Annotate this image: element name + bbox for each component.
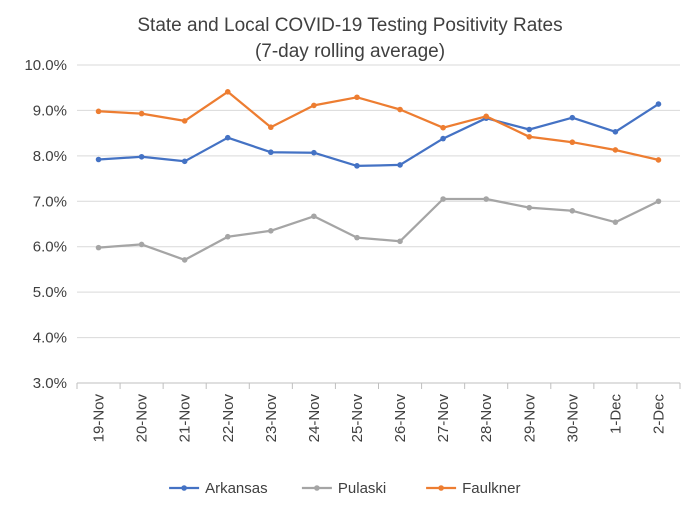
data-point-pulaski — [440, 196, 446, 202]
data-point-faulkner — [268, 124, 274, 131]
x-tick-label: 26-Nov — [392, 394, 409, 443]
y-tick-label: 3.0% — [33, 375, 67, 392]
y-tick-label: 5.0% — [33, 284, 67, 301]
data-point-faulkner — [224, 89, 231, 95]
data-point-faulkner — [612, 147, 619, 153]
legend-label-arkansas: Arkansas — [205, 480, 268, 497]
data-point-arkansas — [440, 135, 446, 142]
x-tick-label: 29-Nov — [521, 394, 538, 443]
data-point-faulkner — [483, 113, 489, 120]
x-tick-label: 24-Nov — [306, 394, 323, 443]
x-tick-label: 28-Nov — [478, 394, 495, 443]
x-tick-label: 21-Nov — [177, 394, 194, 443]
chart-subtitle: (7-day rolling average) — [255, 41, 445, 62]
data-point-faulkner — [569, 139, 576, 146]
y-tick-label: 7.0% — [33, 193, 67, 210]
data-point-arkansas — [311, 149, 317, 156]
data-point-pulaski — [311, 213, 317, 220]
legend-marker-pulaski — [314, 485, 320, 491]
legend-item-pulaski: Pulaski — [301, 480, 386, 497]
data-point-pulaski — [397, 238, 403, 245]
series-line-faulkner — [97, 90, 660, 162]
data-point-faulkner — [311, 102, 317, 109]
data-point-arkansas — [612, 128, 619, 135]
chart-title: State and Local COVID-19 Testing Positiv… — [137, 15, 562, 36]
x-tick-label: 25-Nov — [349, 394, 366, 443]
legend-marker-faulkner — [438, 485, 444, 491]
series-group — [95, 89, 662, 263]
data-point-pulaski — [138, 241, 145, 248]
series-line-pulaski — [97, 197, 660, 262]
y-axis: 3.0% 4.0% 5.0% 6.0% 7.0% 8.0% 9.0% 10.0% — [24, 57, 67, 392]
data-point-faulkner — [95, 108, 102, 115]
legend-item-arkansas: Arkansas — [169, 480, 268, 497]
x-axis: 19-Nov 20-Nov 21-Nov 22-Nov 23-Nov 24-Nov 25-N… — [76, 382, 681, 443]
data-point-faulkner — [397, 106, 403, 113]
legend: Arkansas Pulaski Faulkner — [169, 480, 520, 497]
data-point-faulkner — [655, 157, 662, 163]
y-tick-label: 10.0% — [24, 57, 67, 74]
x-tick-label: 19-Nov — [91, 394, 108, 443]
data-point-pulaski — [181, 257, 188, 263]
data-point-arkansas — [655, 101, 662, 107]
data-point-pulaski — [354, 234, 360, 241]
x-tick-label: 1-Dec — [607, 394, 624, 435]
data-point-pulaski — [655, 198, 662, 205]
data-point-pulaski — [95, 244, 102, 251]
data-point-pulaski — [569, 208, 576, 214]
x-tick-label: 30-Nov — [564, 394, 581, 443]
data-point-pulaski — [526, 204, 533, 211]
x-tick-label: 22-Nov — [220, 394, 237, 443]
data-point-faulkner — [138, 110, 145, 117]
y-tick-label: 9.0% — [33, 102, 67, 119]
gridlines — [77, 64, 680, 339]
series-pulaski — [95, 196, 662, 263]
data-point-arkansas — [181, 158, 188, 165]
data-point-arkansas — [354, 163, 360, 169]
data-point-pulaski — [268, 228, 274, 234]
data-point-arkansas — [526, 126, 533, 133]
data-point-faulkner — [354, 94, 360, 101]
data-point-arkansas — [397, 162, 403, 168]
data-point-pulaski — [483, 196, 489, 202]
data-point-arkansas — [138, 153, 145, 160]
y-tick-label: 8.0% — [33, 148, 67, 165]
data-point-pulaski — [224, 233, 231, 240]
legend-item-faulkner: Faulkner — [426, 480, 520, 497]
data-point-pulaski — [612, 219, 619, 225]
data-point-arkansas — [268, 149, 274, 156]
x-tick-label: 27-Nov — [435, 394, 452, 443]
data-point-arkansas — [569, 114, 576, 121]
data-point-arkansas — [95, 156, 102, 163]
legend-label-pulaski: Pulaski — [338, 480, 386, 497]
data-point-arkansas — [224, 134, 231, 141]
series-arkansas — [95, 101, 662, 169]
y-tick-label: 4.0% — [33, 330, 67, 347]
x-tick-label: 2-Dec — [650, 394, 667, 435]
y-tick-label: 6.0% — [33, 239, 67, 256]
legend-marker-arkansas — [181, 485, 187, 491]
series-faulkner — [95, 89, 662, 163]
data-point-faulkner — [440, 124, 446, 131]
data-point-faulkner — [181, 118, 188, 124]
series-line-arkansas — [97, 102, 660, 168]
legend-label-faulkner: Faulkner — [462, 480, 520, 497]
data-point-faulkner — [526, 133, 533, 140]
x-tick-label: 23-Nov — [263, 394, 280, 443]
x-tick-label: 20-Nov — [134, 394, 151, 443]
